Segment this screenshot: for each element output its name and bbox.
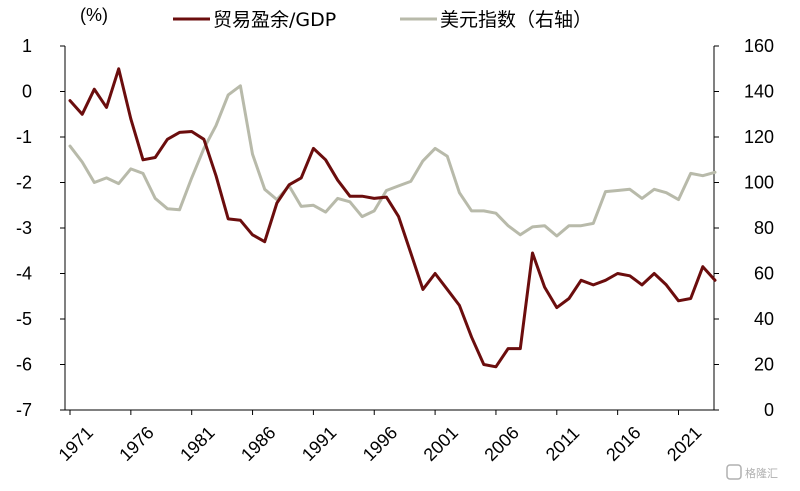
left-tick-label: -7 — [16, 400, 32, 420]
x-axis: 1971 1976 1981 1986 1991 1996 2001 2006 2011 2016… — [55, 409, 714, 465]
x-tick-label: 2021 — [663, 423, 705, 465]
left-tick-label: -2 — [16, 173, 32, 193]
series-line-trade-surplus — [68, 67, 717, 369]
right-tick-label: 100 — [744, 173, 774, 193]
right-axis: 160 140 120 100 80 60 40 20 0 — [713, 36, 774, 420]
legend: 贸易盈余/GDP 美元指数（右轴） — [173, 9, 592, 31]
series-layer — [68, 67, 717, 369]
watermark-text: 格隆汇 — [745, 466, 778, 480]
right-tick-label: 20 — [754, 355, 774, 375]
left-tick-label: 0 — [22, 82, 32, 102]
right-tick-label: 160 — [744, 36, 774, 56]
unit-label: (%) — [80, 5, 108, 25]
left-tick-label: -4 — [16, 264, 32, 284]
left-tick-label: -1 — [16, 127, 32, 147]
legend-label-trade-surplus: 贸易盈余/GDP — [213, 9, 336, 31]
x-tick-label: 2016 — [602, 423, 644, 465]
left-tick-label: -6 — [16, 355, 32, 375]
x-tick-label: 1981 — [176, 423, 218, 465]
watermark-logo-icon — [726, 464, 742, 480]
x-tick-label: 1986 — [237, 423, 279, 465]
x-tick-label: 1991 — [298, 423, 340, 465]
watermark: 格隆汇 — [726, 464, 778, 480]
right-tick-label: 140 — [744, 82, 774, 102]
x-tick-label: 2001 — [420, 423, 462, 465]
x-tick-label: 1996 — [359, 423, 401, 465]
right-tick-label: 60 — [754, 264, 774, 284]
left-axis: 1 0 -1 -2 -3 -4 -5 -6 -7 — [16, 36, 66, 420]
left-tick-label: 1 — [22, 36, 32, 56]
left-tick-label: -3 — [16, 218, 32, 238]
right-tick-label: 0 — [764, 400, 774, 420]
legend-label-dollar-index: 美元指数（右轴） — [440, 9, 592, 31]
right-tick-label: 40 — [754, 309, 774, 329]
right-tick-label: 120 — [744, 127, 774, 147]
x-tick-label: 2011 — [542, 423, 584, 465]
x-tick-label: 1976 — [115, 423, 157, 465]
series-line-dollar-index — [68, 84, 717, 238]
x-tick-label: 1971 — [55, 423, 97, 465]
right-tick-label: 80 — [754, 218, 774, 238]
x-tick-label: 2006 — [480, 423, 522, 465]
left-tick-label: -5 — [16, 309, 32, 329]
